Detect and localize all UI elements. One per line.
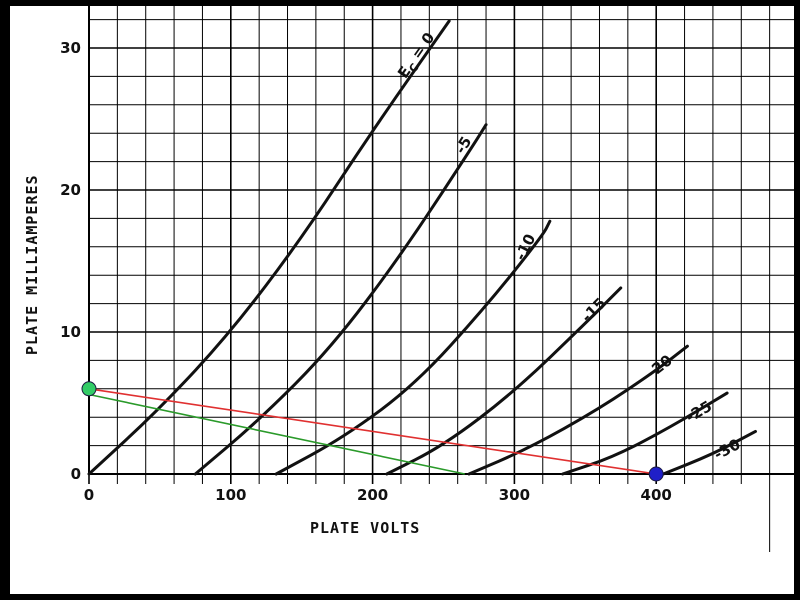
x-axis-title: PLATE VOLTS (310, 519, 420, 537)
x-tick-label: 100 (215, 486, 246, 504)
axes (88, 6, 794, 475)
y-tick-label: 10 (60, 323, 81, 341)
curve-label: -20 (643, 351, 675, 382)
y-tick-label: 20 (60, 181, 81, 199)
chart-frame: EC = 0 -5 -10 -15 -20 -25 -30 0 100 200 300 400 0 10… (10, 6, 794, 594)
plate-curve (385, 286, 623, 476)
load-line (88, 393, 465, 475)
curve-label: -10 (511, 231, 539, 263)
operating-point-marker (81, 381, 97, 397)
lower-blank-area (10, 484, 746, 594)
curve-label: -15 (578, 294, 610, 326)
plate-curve (193, 123, 488, 476)
x-tick-label: 0 (84, 486, 94, 504)
load-line (88, 388, 657, 475)
y-tick-label: 0 (71, 465, 81, 483)
load-lines (88, 388, 657, 475)
plate-characteristic-chart: EC = 0-5-10-15-20-25-30 0 100 200 300 400010… (10, 6, 794, 594)
y-tick-label: 30 (60, 39, 81, 57)
plate-curve (87, 19, 451, 476)
tick-labels: 0 100 200 300 400 0 10 20 30 (60, 39, 672, 504)
plate-curve (274, 219, 552, 476)
curve-label: -5 (451, 133, 475, 157)
x-tick-label: 400 (641, 486, 672, 504)
plate-curve (561, 391, 729, 476)
plate-curve (661, 429, 757, 476)
y-axis-title: PLATE MILLIAMPERES (23, 174, 41, 355)
left-blank-area (10, 6, 82, 476)
plate-curve (467, 344, 689, 476)
x-tick-label: 300 (499, 486, 530, 504)
grid (10, 6, 794, 594)
markers (81, 381, 664, 482)
x-tick-label: 200 (357, 486, 388, 504)
operating-point-marker (648, 466, 664, 482)
